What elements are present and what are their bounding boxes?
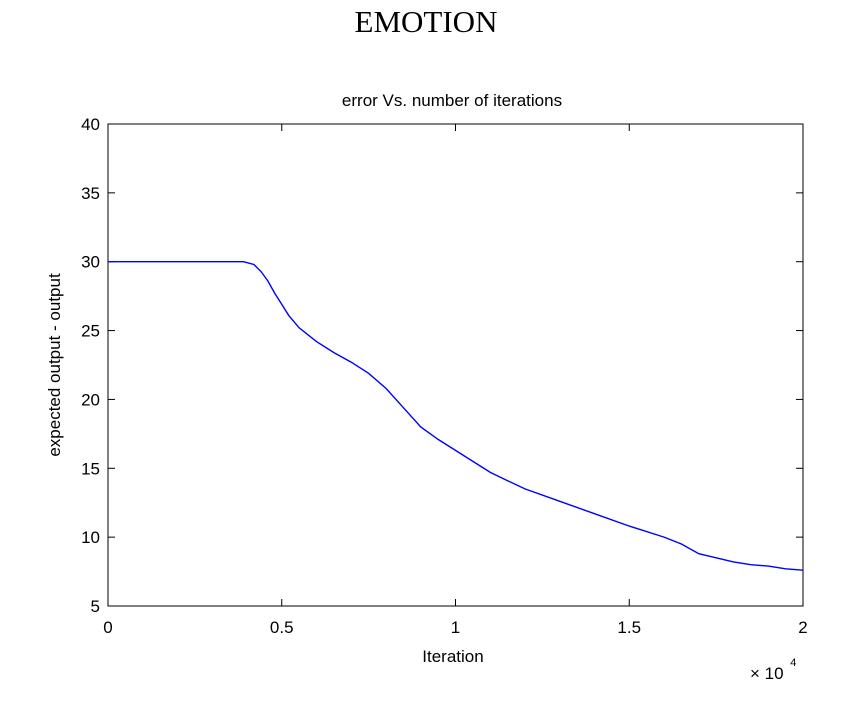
y-tick-labels: 5 10 15 20 25 30 35 40 (81, 115, 100, 616)
x-tick-label: 1.5 (617, 618, 641, 637)
x-tick-labels: 0 0.5 1 1.5 2 (103, 618, 807, 637)
x-tick-label: 0 (103, 618, 112, 637)
y-tick-label: 35 (81, 184, 100, 203)
x-multiplier-exponent: 4 (790, 657, 796, 669)
plot-area (107, 123, 804, 607)
series-line (108, 261, 804, 571)
chart-title: error Vs. number of iterations (342, 91, 562, 110)
y-tick-label: 5 (91, 597, 100, 616)
x-tick-label: 1 (451, 618, 460, 637)
x-multiplier-label: × 10 4 (750, 657, 796, 683)
y-tick-label: 15 (81, 459, 100, 478)
y-tick-label: 40 (81, 115, 100, 134)
y-tick-label: 20 (81, 390, 100, 409)
axis-ticks (107, 123, 804, 607)
y-tick-label: 30 (81, 253, 100, 272)
y-tick-label: 10 (81, 528, 100, 547)
y-axis-label: expected output - output (45, 273, 64, 457)
x-axis-label: Iteration (422, 647, 483, 666)
page-heading: EMOTION (354, 4, 498, 39)
y-tick-label: 25 (81, 322, 100, 341)
x-multiplier-base: × 10 (750, 664, 784, 683)
x-tick-label: 2 (798, 618, 807, 637)
x-tick-label: 0.5 (270, 618, 294, 637)
